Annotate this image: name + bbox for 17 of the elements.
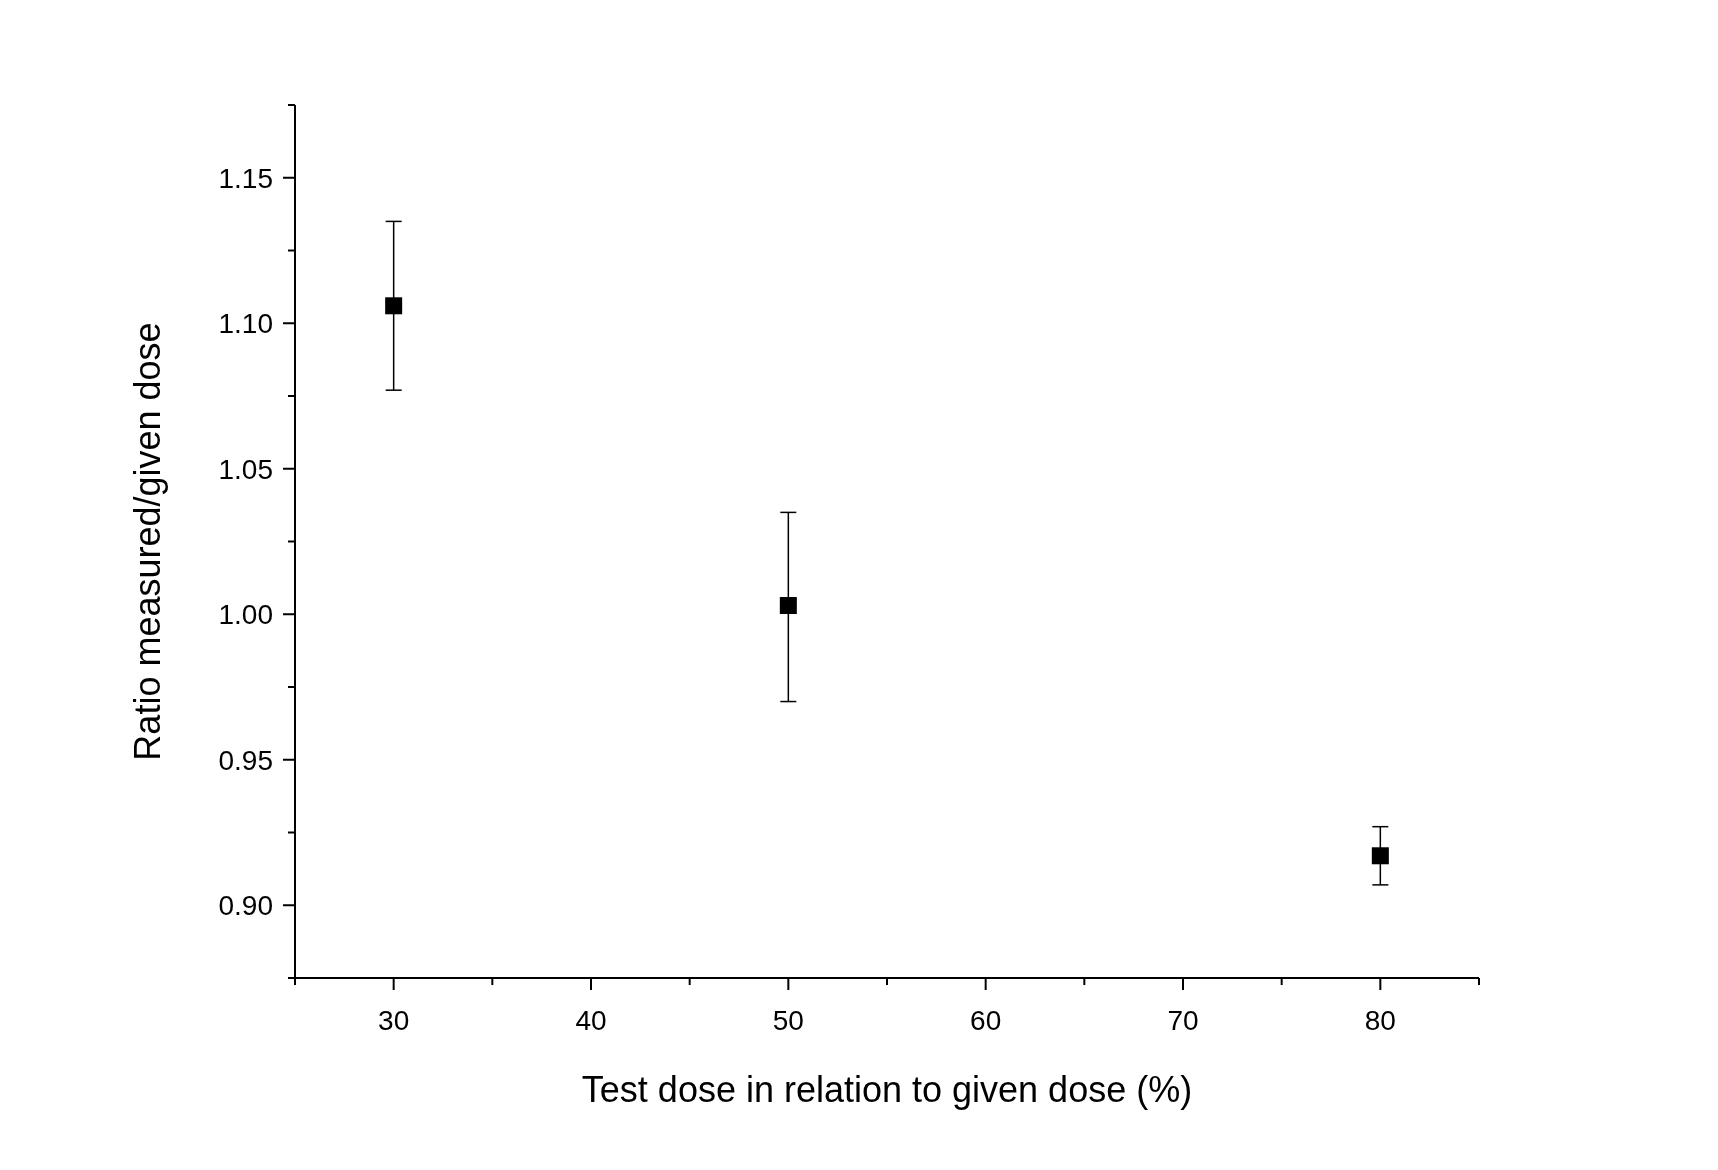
x-axis-title: Test dose in relation to given dose (%)	[581, 1069, 1193, 1110]
y-tick-label: 0.95	[218, 744, 273, 776]
x-tick-label: 30	[378, 1005, 410, 1036]
x-tick-label: 80	[1364, 1005, 1396, 1036]
point	[779, 597, 797, 615]
x-tick-label: 50	[772, 1005, 804, 1036]
x-tick-label: 70	[1167, 1005, 1199, 1036]
y-tick-label: 1.00	[218, 599, 273, 631]
point	[385, 297, 403, 315]
point	[1371, 847, 1389, 865]
y-axis-title: Ratio measured/given dose	[127, 322, 168, 761]
y-tick-label: 0.90	[218, 890, 273, 922]
x-tick-label: 60	[970, 1005, 1002, 1036]
y-tick-label: 1.05	[218, 453, 273, 485]
y-tick-label: 1.10	[218, 308, 273, 340]
y-tick-label: 1.15	[218, 162, 273, 194]
x-tick-label: 40	[575, 1005, 607, 1036]
